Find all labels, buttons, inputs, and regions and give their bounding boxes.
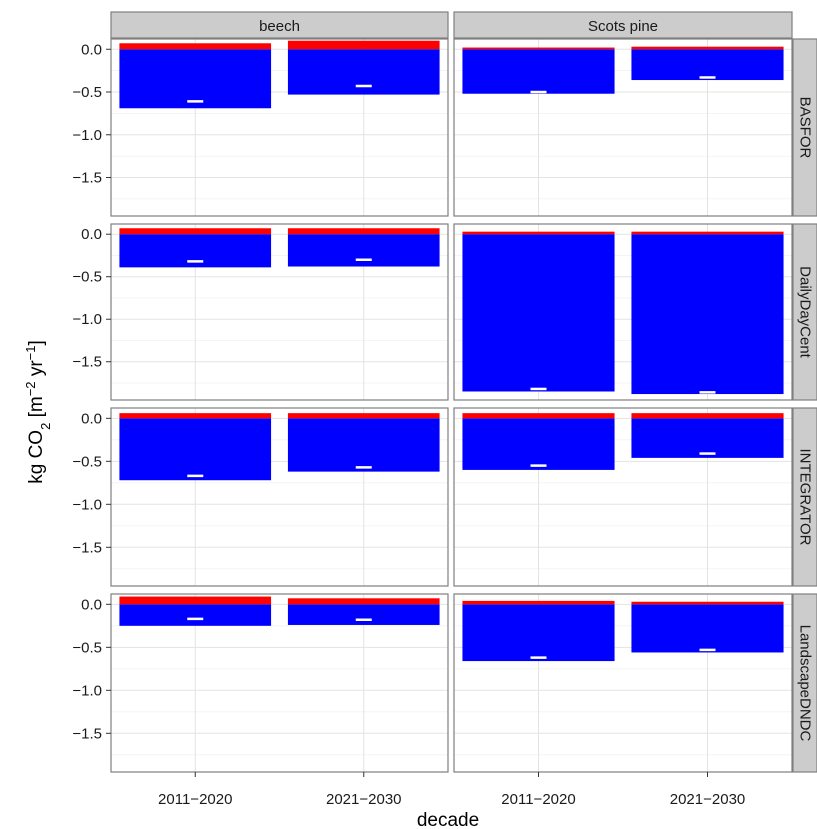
x-tick-label: 2021−2030 [670,791,746,808]
bar-negative [119,418,272,481]
column-strip-beech: beech [110,11,449,39]
bar-positive [631,46,784,50]
strip-background [792,407,817,587]
y-tick-label: −0.5 [72,84,102,101]
bar-negative [462,604,615,662]
bar-positive [287,40,440,50]
y-axis-title-units-close: ] [26,340,47,345]
bar-positive [287,413,440,419]
bar-positive [287,228,440,235]
column-strip-label: beech [259,18,300,35]
bar-positive [631,413,784,419]
x-axis-title: decade [417,810,479,829]
bar-negative [631,418,784,458]
bar-negative [631,234,784,395]
row-strip-dailydaycent: DailyDayCent [792,223,817,401]
bar-positive [287,598,440,605]
panel-scots-pine-landscapedndc [453,593,793,773]
panel-border [453,407,793,587]
bar-negative [287,418,440,472]
panel-border [110,407,449,587]
y-tick-label: −0.5 [72,453,102,470]
strip-background [792,593,817,773]
panel-border [453,38,793,217]
bar-positive [462,231,615,235]
y-tick-label: −1.0 [72,127,102,144]
y-tick-label: −1.0 [72,496,102,513]
bar-positive [462,413,615,419]
bar-negative [462,418,615,470]
panel-beech-dailydaycent [110,223,449,401]
y-tick-label: −1.0 [72,311,102,328]
strip-background [453,11,793,39]
bar-positive [119,596,272,605]
y-axis-title-sup2: −1 [23,346,38,361]
row-strip-basfor: BASFOR [792,38,817,217]
panel-border [453,223,793,401]
y-axis-title-sup1: −2 [23,381,38,396]
panel-scots-pine-dailydaycent [453,223,793,401]
bar-negative [287,604,440,625]
bar-negative [287,49,440,95]
panel-border [110,593,449,773]
bar-positive [119,413,272,419]
panel-border [110,38,449,217]
row-strip-integrator: INTEGRATOR [792,407,817,587]
x-tick-label: 2011−2020 [158,791,232,808]
y-tick-label: −1.5 [72,539,102,556]
bar-negative [631,604,784,653]
bar-negative [119,49,272,109]
panel-beech-integrator [110,407,449,587]
row-strip-landscapedndc: LandscapeDNDC [792,593,817,773]
bar-negative [631,49,784,81]
x-tick-label: 2011−2020 [501,791,575,808]
y-axis-title-sub: 2 [38,423,53,430]
bar-positive [462,47,615,50]
bar-negative [119,604,272,626]
panel-scots-pine-integrator [453,407,793,587]
strips-layer: beech Scots pine BASFOR DailyDayCent INTEGRA… [110,11,817,773]
y-tick-label: −1.0 [72,682,102,699]
strip-background [792,38,817,217]
panel-border [110,223,449,401]
bar-positive [631,601,784,605]
row-strip-label: DailyDayCent [797,266,814,359]
panels-layer [110,38,793,773]
axes-layer: 0.0 −0.5 −1.0 −1.5 0.0 −0.5 −1.0 −1.5 0.0 −0.5 −1.… [72,41,745,808]
bar-positive [462,600,615,605]
bar-positive [631,231,784,235]
strip-background [110,11,449,39]
column-strip-label: Scots pine [588,18,658,35]
y-axis-title-units-open: [m [26,396,47,422]
y-tick-label: −1.5 [72,354,102,371]
row-strip-label: INTEGRATOR [797,449,814,546]
y-tick-label: −1.5 [72,170,102,187]
y-tick-label: 0.0 [81,596,102,613]
bar-negative [287,234,440,267]
bar-negative [462,49,615,94]
bar-positive [119,43,272,50]
panel-border [453,593,793,773]
y-tick-label: −1.5 [72,725,102,742]
row-strip-label: LandscapeDNDC [797,625,814,742]
row-strip-label: BASFOR [797,97,814,159]
y-tick-label: −0.5 [72,269,102,286]
y-tick-label: 0.0 [81,410,102,427]
x-tick-label: 2021−2030 [326,791,402,808]
strip-background [792,223,817,401]
column-strip-scots-pine: Scots pine [453,11,793,39]
y-tick-label: 0.0 [81,41,102,58]
panel-beech-basfor [110,38,449,217]
panel-scots-pine-basfor [453,38,793,217]
y-axis-title: kg CO2 [m−2 yr−1] [23,340,53,484]
panel-beech-landscapedndc [110,593,449,773]
y-tick-label: −0.5 [72,639,102,656]
bar-positive [119,228,272,235]
y-tick-label: 0.0 [81,226,102,243]
y-axis-title-units-mid: yr [26,360,47,382]
y-axis-title-prefix: kg CO [26,430,47,484]
bar-negative [462,234,615,392]
